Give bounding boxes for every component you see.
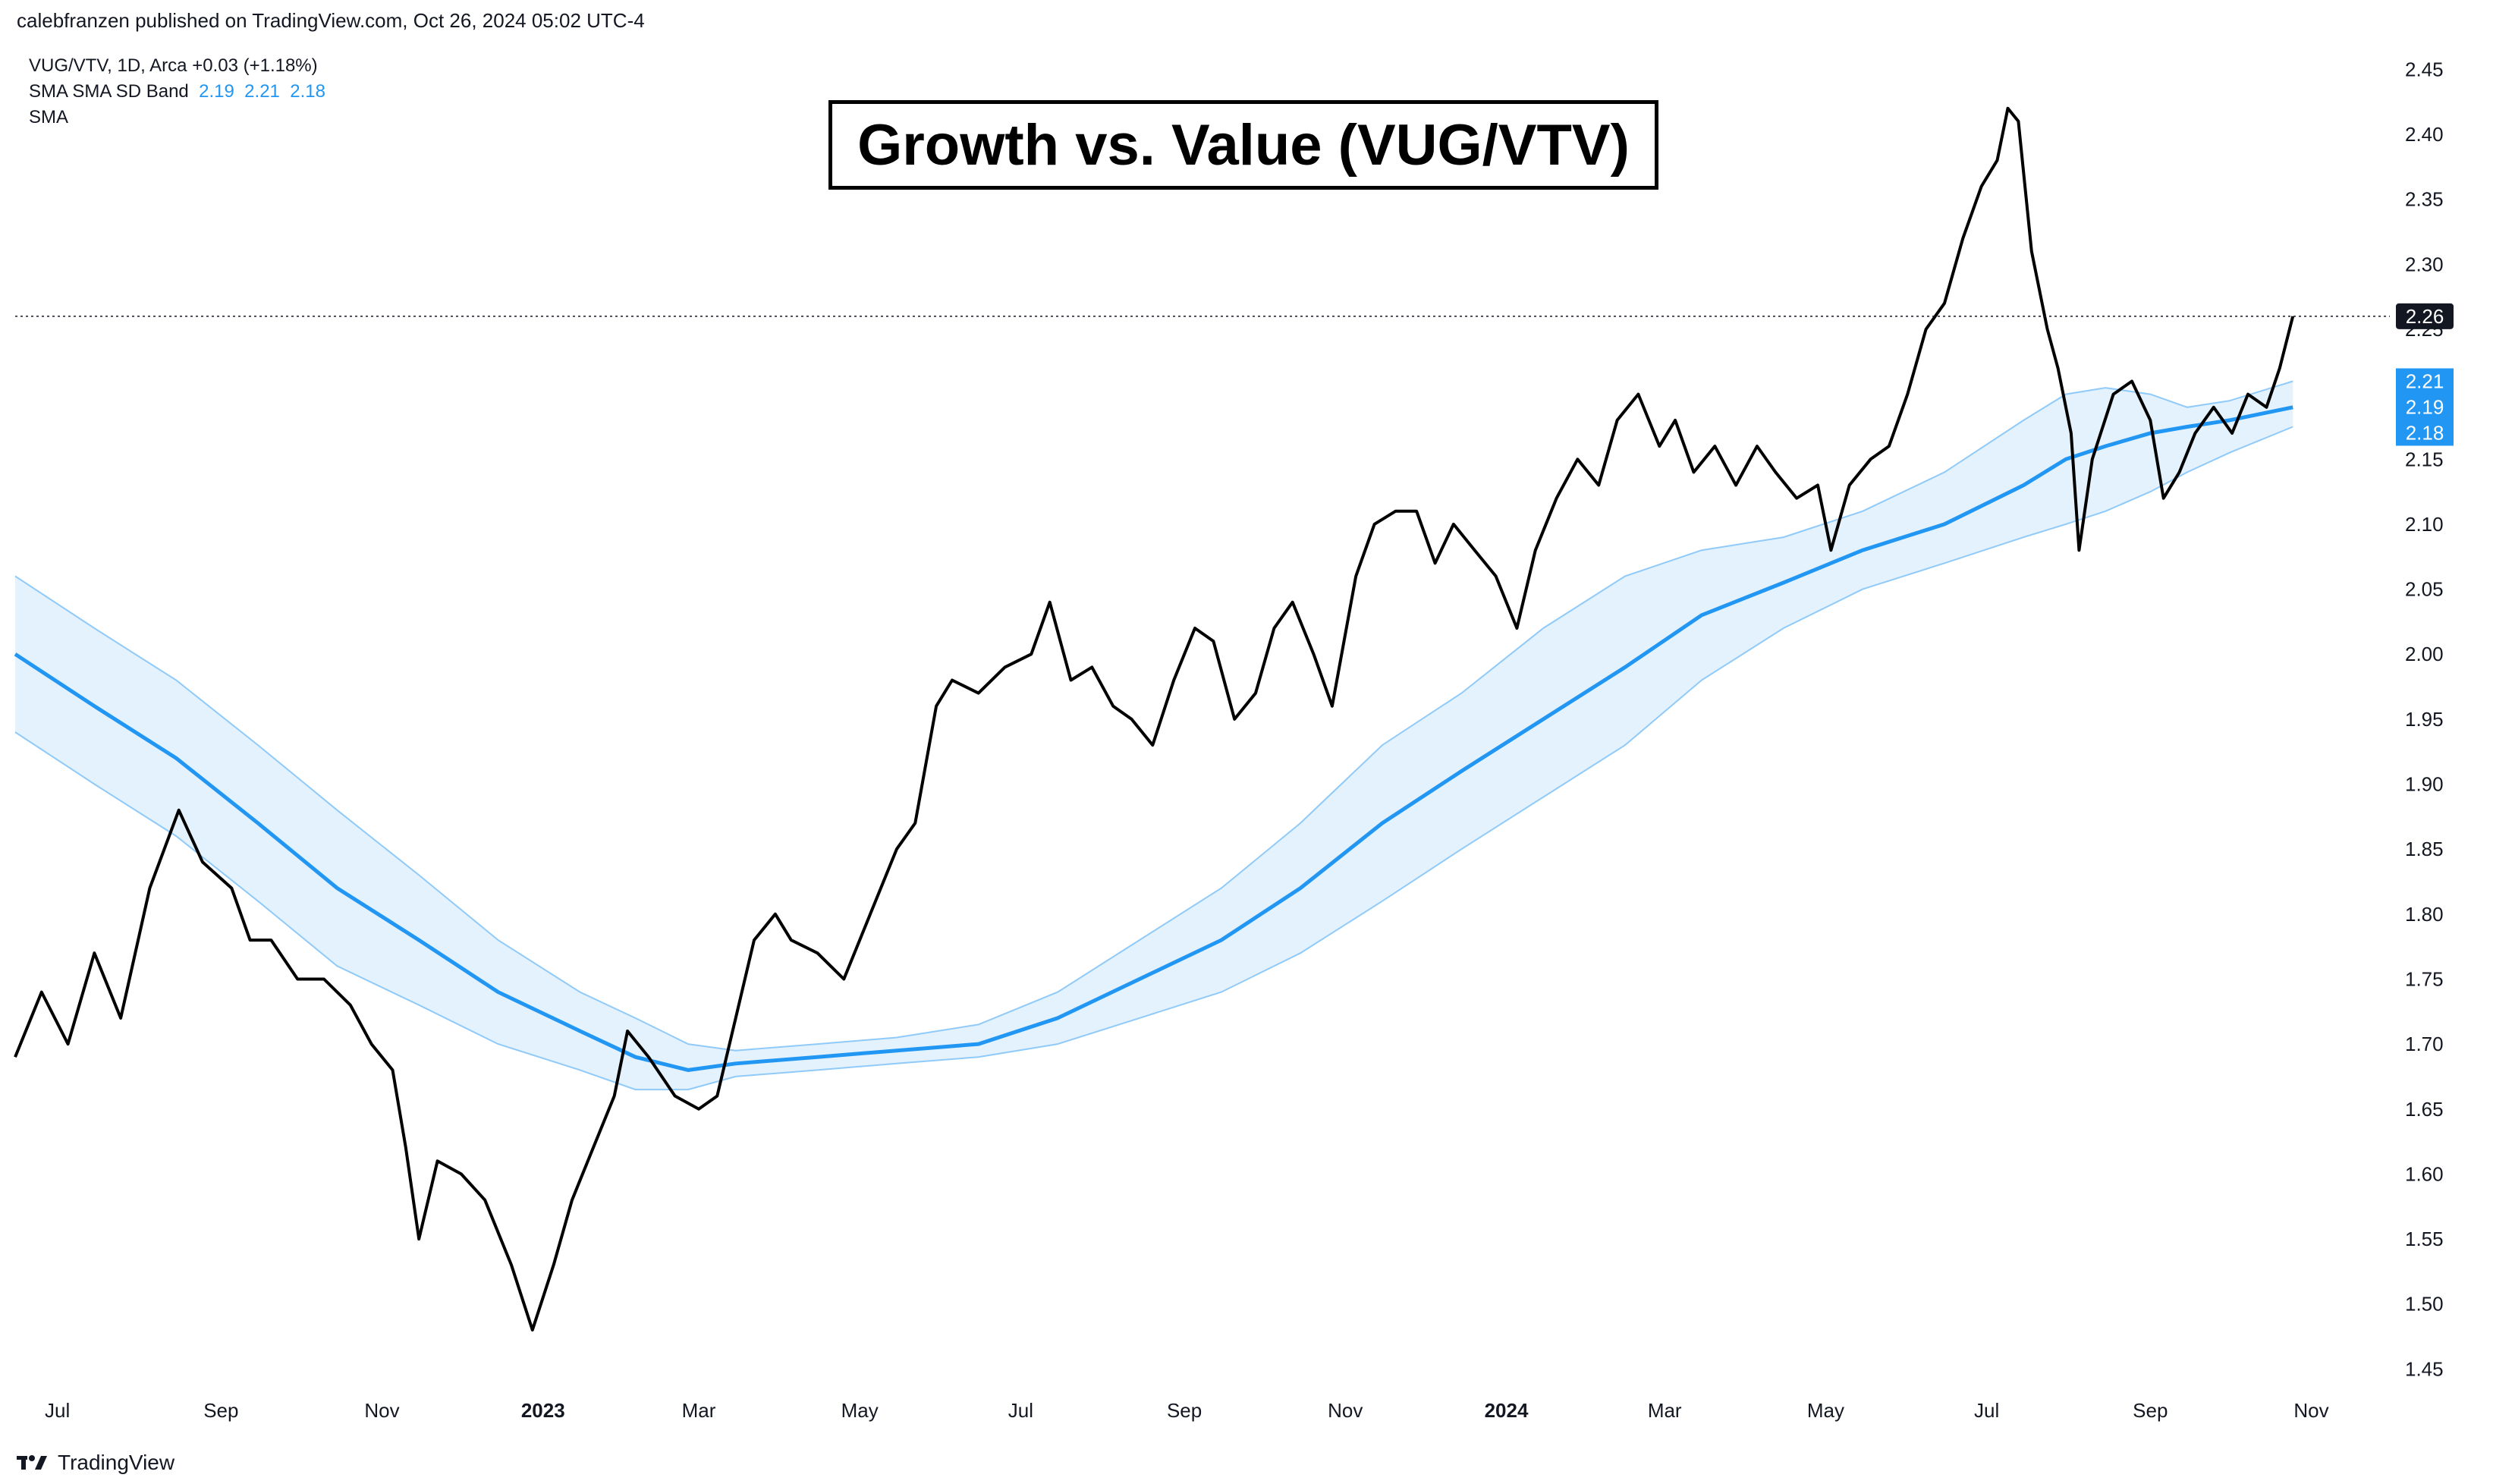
y-tick-label: 2.05 <box>2405 578 2444 601</box>
x-tick-label: 2023 <box>521 1399 565 1422</box>
band-value-text: 2.21 <box>2406 370 2444 393</box>
x-tick-label: 2024 <box>1485 1399 1529 1422</box>
legend-sma-band-line[interactable]: SMA SMA SD Band 2.19 2.21 2.18 <box>29 79 325 105</box>
y-tick-label: 2.30 <box>2405 253 2444 275</box>
last-price-text: 2.26 <box>2406 305 2444 328</box>
y-tick-label: 1.80 <box>2405 903 2444 926</box>
x-tick-label: Nov <box>2293 1399 2328 1422</box>
price-labels: 2.26 2.21 2.19 2.18 <box>2396 303 2454 446</box>
chart-title: Growth vs. Value (VUG/VTV) <box>828 100 1658 190</box>
x-tick-label: Jul <box>1974 1399 1999 1422</box>
band-value-text: 2.19 <box>2406 396 2444 419</box>
x-tick-label: Sep <box>203 1399 238 1422</box>
x-axis[interactable]: Jul Sep Nov 2023 Mar May Jul Sep Nov 2024 Mar May Ju… <box>45 1399 2329 1422</box>
x-tick-label: May <box>1807 1399 1844 1422</box>
sd-band-lower-line <box>14 426 2293 1091</box>
band-value-label: 2.19 <box>2396 394 2454 420</box>
x-tick-label: Jul <box>1008 1399 1033 1422</box>
legend-sma-value: 2.19 <box>199 81 234 102</box>
band-value-text: 2.18 <box>2406 422 2444 445</box>
y-tick-label: 2.45 <box>2405 58 2444 80</box>
y-tick-label: 1.45 <box>2405 1357 2444 1380</box>
y-tick-label: 1.60 <box>2405 1162 2444 1185</box>
y-tick-label: 1.90 <box>2405 773 2444 796</box>
x-tick-label: Sep <box>1167 1399 1202 1422</box>
band-value-label: 2.21 <box>2396 368 2454 395</box>
y-tick-label: 2.35 <box>2405 188 2444 211</box>
x-tick-label: Sep <box>2133 1399 2168 1422</box>
tradingview-footer[interactable]: TradingView <box>17 1451 174 1475</box>
sma-line <box>14 405 2293 1072</box>
y-axis[interactable]: 2.452.402.352.302.252.202.152.102.052.00… <box>2405 58 2444 1380</box>
sma-layer <box>14 405 2293 1072</box>
legend-upper-value: 2.21 <box>244 81 280 102</box>
indicator-legend[interactable]: VUG/VTV, 1D, Arca +0.03 (+1.18%) SMA SMA… <box>29 53 325 130</box>
x-tick-label: Nov <box>364 1399 399 1422</box>
y-tick-label: 2.10 <box>2405 513 2444 536</box>
footer-brand: TradingView <box>58 1451 175 1474</box>
last-price-label: 2.26 <box>2396 303 2454 329</box>
publisher-header: calebfranzen published on TradingView.co… <box>17 9 645 32</box>
y-tick-label: 1.55 <box>2405 1228 2444 1250</box>
y-tick-label: 1.95 <box>2405 708 2444 731</box>
x-tick-label: May <box>841 1399 879 1422</box>
y-tick-label: 2.00 <box>2405 643 2444 665</box>
legend-lower-value: 2.18 <box>290 81 325 102</box>
x-tick-label: Mar <box>1648 1399 1682 1422</box>
x-tick-label: Mar <box>682 1399 716 1422</box>
price-line <box>14 106 2295 1332</box>
sd-band-layer <box>14 380 2293 1091</box>
y-tick-label: 1.85 <box>2405 838 2444 860</box>
x-tick-label: Nov <box>1328 1399 1363 1422</box>
band-value-label: 2.18 <box>2396 420 2454 446</box>
price-layer <box>14 106 2295 1332</box>
y-tick-label: 1.65 <box>2405 1098 2444 1121</box>
x-tick-label: Jul <box>45 1399 70 1422</box>
sd-band-fill <box>15 381 2293 1090</box>
legend-symbol-line[interactable]: VUG/VTV, 1D, Arca +0.03 (+1.18%) <box>29 55 318 76</box>
tradingview-logo-icon <box>17 1455 47 1470</box>
legend-sma-line[interactable]: SMA <box>29 107 69 127</box>
y-tick-label: 1.70 <box>2405 1033 2444 1055</box>
y-tick-label: 2.15 <box>2405 448 2444 470</box>
sd-band-upper-line <box>14 380 2293 1052</box>
legend-sma-band-label: SMA SMA SD Band <box>29 81 189 102</box>
y-tick-label: 2.40 <box>2405 123 2444 146</box>
y-tick-label: 1.50 <box>2405 1293 2444 1316</box>
y-tick-label: 1.75 <box>2405 967 2444 990</box>
